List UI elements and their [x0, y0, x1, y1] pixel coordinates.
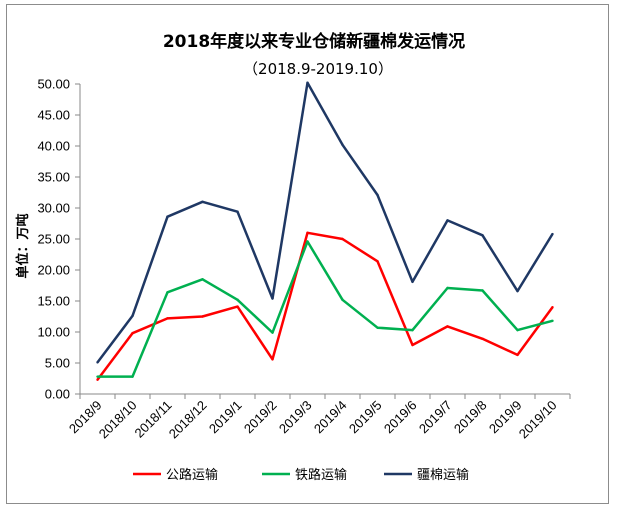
y-tick-label: 20.00	[37, 263, 70, 278]
data-point	[551, 319, 554, 323]
data-point	[166, 291, 169, 294]
data-point	[306, 81, 309, 84]
data-point	[516, 289, 519, 293]
data-point	[516, 328, 519, 332]
chart-subtitle: （2018.9-2019.10）	[243, 60, 393, 78]
data-point	[516, 353, 519, 357]
y-tick-label: 25.00	[37, 232, 70, 247]
data-point	[131, 332, 134, 335]
data-point	[96, 378, 99, 381]
y-axis-label: 单位：万吨	[15, 213, 31, 278]
y-tick-label: 10.00	[37, 325, 70, 340]
y-tick-label: 5.00	[45, 356, 70, 371]
data-point	[306, 231, 309, 234]
data-point	[96, 361, 99, 364]
x-tick-label: 2019/6	[381, 398, 420, 437]
x-tick-label: 2019/4	[311, 398, 350, 437]
y-tick-label: 30.00	[37, 201, 70, 216]
data-point	[236, 305, 239, 308]
data-point	[446, 219, 449, 222]
series-line-2	[97, 240, 553, 378]
data-point	[201, 278, 204, 281]
legend-label: 疆棉运输	[417, 467, 469, 483]
data-point	[411, 280, 414, 283]
x-tick-label: 2018/10	[96, 398, 140, 442]
series-line-1	[96, 231, 554, 381]
data-point	[551, 232, 554, 236]
data-point	[446, 286, 449, 290]
x-tick-label: 2019/10	[516, 398, 560, 442]
data-point	[236, 298, 239, 301]
y-tick-labels: 0.00 5.00 10.00 15.00 20.00 25.00 30.00 35.00 40…	[37, 77, 70, 402]
data-point	[376, 260, 379, 263]
series-lines	[96, 81, 554, 381]
data-point	[131, 314, 134, 318]
x-tick-label: 2019/8	[451, 398, 490, 437]
data-point	[271, 358, 274, 361]
data-point	[446, 325, 449, 328]
data-point	[481, 337, 484, 341]
x-tick-label: 2018/12	[166, 398, 210, 442]
y-tick-label: 15.00	[37, 294, 70, 309]
data-point	[411, 328, 414, 332]
chart-title: 2018年度以来专业仓储新疆棉发运情况	[163, 31, 465, 52]
series-line-3	[96, 81, 554, 364]
data-point	[376, 326, 379, 329]
x-tick-label: 2019/7	[416, 398, 455, 437]
x-tick-label: 2019/3	[276, 398, 315, 437]
data-point	[271, 331, 274, 334]
data-point	[96, 375, 99, 378]
data-point	[481, 234, 484, 237]
data-point	[236, 210, 239, 213]
data-point	[166, 317, 169, 320]
x-tick-label: 2019/1	[206, 398, 245, 437]
y-tick-label: 40.00	[37, 139, 70, 154]
axes	[75, 83, 571, 399]
data-point	[306, 240, 309, 243]
legend-label: 公路运输	[166, 467, 218, 483]
data-point	[341, 143, 344, 146]
y-tick-label: 45.00	[37, 108, 70, 123]
y-tick-label: 50.00	[37, 77, 70, 92]
data-point	[481, 289, 484, 292]
data-point	[131, 375, 134, 378]
data-point	[271, 297, 274, 300]
y-tick-label: 35.00	[37, 170, 70, 185]
data-point	[341, 237, 344, 241]
data-point	[376, 193, 379, 197]
data-point	[411, 343, 414, 347]
data-point	[201, 200, 204, 203]
data-point	[201, 315, 204, 318]
x-tick-label: 2019/2	[241, 398, 280, 437]
x-tick-labels: 2018/92018/102018/112018/122019/12019/22…	[66, 398, 560, 442]
legend-label: 铁路运输	[295, 467, 347, 483]
y-tick-label: 0.00	[45, 387, 70, 402]
legend: 公路运输 铁路运输 疆棉运输	[133, 467, 469, 483]
data-point	[341, 298, 344, 301]
data-point	[551, 306, 554, 309]
x-tick-label: 2019/5	[346, 398, 385, 437]
data-point	[166, 215, 169, 218]
